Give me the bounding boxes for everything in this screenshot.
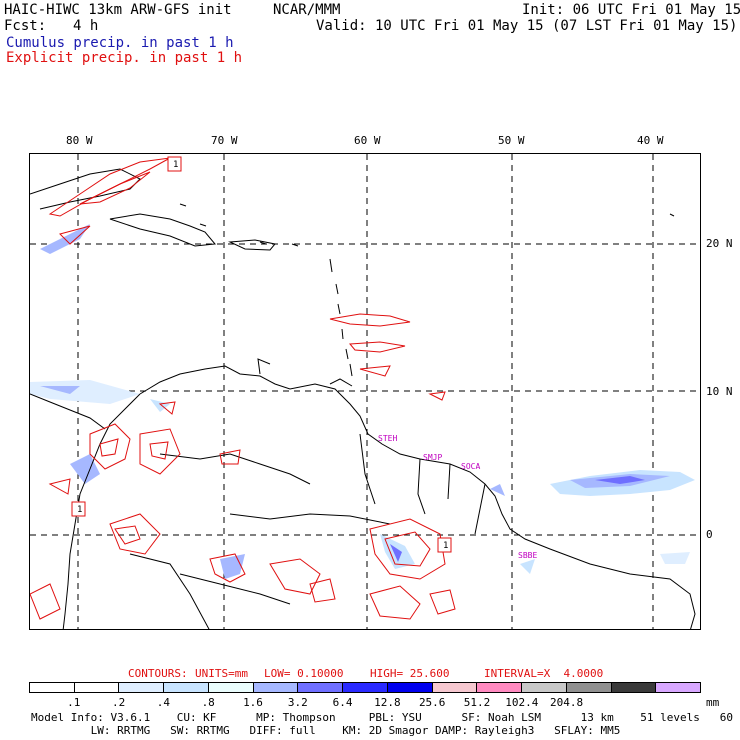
- contours-label: CONTOURS:: [128, 667, 188, 680]
- colorbar-tick-label: 25.6: [418, 696, 446, 709]
- lon-label-70w: 70 W: [211, 134, 238, 147]
- station-label: STEH: [378, 434, 398, 443]
- colorbar-swatch: [656, 683, 701, 692]
- fcst-value: 4 h: [73, 18, 99, 34]
- contours-interval: INTERVAL=X 4.0000: [484, 667, 604, 680]
- colorbar-swatch: [74, 683, 120, 692]
- colorbar-swatch: [566, 683, 612, 692]
- lat-label-10n: 10 N: [706, 385, 733, 398]
- colorbar-tick-label: .1: [67, 696, 81, 709]
- init-time: Init: 06 UTC Fri 01 May 15: [522, 2, 740, 18]
- colorbar-tick-label: 102.4: [505, 696, 539, 709]
- colorbar-tick-label: 1.6: [243, 696, 263, 709]
- colorbar-tick-label: .4: [156, 696, 171, 709]
- station-label: SOCA: [461, 462, 481, 471]
- valid-time: Valid: 10 UTC Fri 01 May 15 (07 LST Fri …: [316, 18, 738, 34]
- colorbar-tick-label: .2: [111, 696, 126, 709]
- colorbar-swatch: [298, 683, 344, 692]
- colorbar-tick-label: 6.4: [332, 696, 353, 709]
- colorbar-tick-label: 12.8: [374, 696, 401, 709]
- cumulus-legend: Cumulus precip. in past 1 h: [6, 35, 234, 51]
- model-info-line2: LW: RRTMG SW: RRTMG DIFF: full KM: 2D Sm…: [31, 724, 621, 737]
- station-label: SBBE: [518, 551, 538, 560]
- colorbar-swatch: [477, 683, 523, 692]
- lon-label-40w: 40 W: [637, 134, 664, 147]
- marker-label: 1: [77, 505, 83, 515]
- colorbar-tick-label: .8: [201, 696, 215, 709]
- explicit-legend: Explicit precip. in past 1 h: [6, 50, 243, 66]
- explicit-contours: [30, 157, 456, 620]
- lon-label-80w: 80 W: [66, 134, 93, 147]
- lon-label-50w: 50 W: [498, 134, 525, 147]
- contours-units: UNITS=mm: [195, 667, 248, 680]
- coastlines: [30, 168, 696, 629]
- colorbar-swatch: [343, 683, 388, 692]
- colorbar-swatch: [253, 683, 299, 692]
- boxed-markers: [71, 156, 452, 553]
- lat-label-0: 0: [706, 528, 713, 541]
- contours-low: LOW= 0.10000: [264, 667, 344, 680]
- colorbar-swatch: [432, 683, 478, 692]
- marker-label: 1: [443, 541, 449, 551]
- map-canvas: [30, 154, 700, 629]
- colorbar-swatch: [164, 683, 209, 692]
- colorbar: [29, 682, 701, 693]
- colorbar-swatch: [119, 683, 165, 692]
- lat-label-20n: 20 N: [706, 237, 733, 250]
- colorbar-swatch: [611, 683, 657, 692]
- station-label: SMJP: [423, 453, 443, 462]
- colorbar-unit: mm: [706, 696, 720, 709]
- colorbar-tick-label: 204.8: [550, 696, 584, 709]
- org-label: NCAR/MMM: [273, 2, 341, 18]
- fcst-label: Fcst:: [4, 18, 47, 34]
- model-info-line1: Model Info: V3.6.1 CU: KF MP: Thompson P…: [31, 711, 740, 724]
- cumulus-shading: [30, 224, 695, 579]
- marker-label: 1: [173, 160, 179, 170]
- lon-label-60w: 60 W: [354, 134, 381, 147]
- graticule: [30, 154, 700, 629]
- map-panel: 1 1 1 STEH SMJP SOCA SBBE: [29, 153, 701, 630]
- colorbar-swatch: [522, 683, 567, 692]
- colorbar-tick-label: 3.2: [287, 696, 308, 709]
- colorbar-swatch: [30, 683, 75, 692]
- colorbar-swatch: [208, 683, 254, 692]
- contours-high: HIGH= 25.600: [370, 667, 450, 680]
- islands: [179, 203, 675, 377]
- colorbar-swatch: [387, 683, 433, 692]
- model-title: HAIC-HIWC 13km ARW-GFS init: [4, 2, 232, 18]
- colorbar-tick-label: 51.2: [463, 696, 491, 709]
